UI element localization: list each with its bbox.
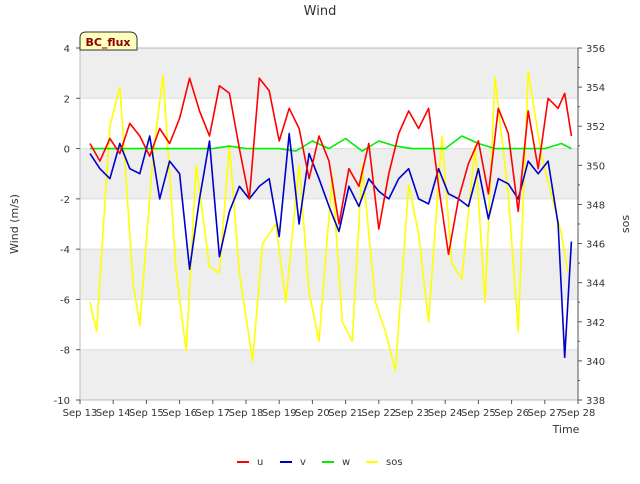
y2-tick-label: 356 [586, 44, 605, 55]
y-tick-label: -4 [60, 245, 70, 256]
background-band [80, 249, 578, 300]
y2-tick-label: 344 [586, 279, 605, 290]
y2-tick-label: 338 [586, 396, 605, 407]
x-tick-label: Sep 17 [195, 408, 230, 419]
x-tick-label: Sep 21 [328, 408, 363, 419]
legend-label-v: v [300, 457, 306, 468]
series-line-sos [89, 70, 569, 372]
y2-tick-label: 350 [586, 161, 605, 172]
badge-label: BC_flux [85, 36, 130, 49]
y2-tick-label: 354 [586, 83, 605, 94]
y2-tick-label: 346 [586, 240, 605, 251]
y-tick-label: -8 [60, 346, 70, 357]
badge-shape [79, 31, 138, 51]
legend-label-w: w [342, 457, 350, 468]
x-tick-label: Sep 23 [395, 408, 430, 419]
x-tick-label: Sep 18 [229, 408, 264, 419]
plot-background-bands [80, 48, 578, 400]
x-axis-label: Time [552, 423, 580, 436]
series-lines [89, 70, 573, 372]
y2-tick-label: 348 [586, 200, 605, 211]
x-tick-label: Sep 19 [262, 408, 297, 419]
y-tick-label: 4 [64, 44, 70, 55]
legend-label-u: u [257, 457, 263, 468]
x-tick-label: Sep 24 [428, 408, 463, 419]
y2-tick-label: 352 [586, 122, 605, 133]
series-line-v [89, 132, 573, 359]
y-tick-label: -10 [54, 396, 70, 407]
x-tick-label: Sep 28 [561, 408, 596, 419]
y-axis-left: -10 -8 -6 -4 -2 0 2 4 [54, 44, 80, 407]
x-tick-label: Sep 25 [461, 408, 496, 419]
series-line-w [90, 135, 572, 152]
y-axis-right: 338 340 342 344 346 348 350 352 354 356 [577, 44, 605, 407]
background-band [80, 349, 578, 400]
background-band [80, 48, 578, 99]
x-tick-label: Sep 16 [162, 408, 197, 419]
y2-tick-label: 342 [586, 318, 605, 329]
x-tick-label: Sep 22 [361, 408, 396, 419]
x-tick-label: Sep 26 [494, 408, 529, 419]
x-tick-label: Sep 20 [295, 408, 330, 419]
y-tick-label: -2 [60, 195, 70, 206]
x-tick-label: Sep 13 [63, 408, 98, 419]
legend-label-sos: sos [386, 457, 403, 468]
y2-tick-label: 340 [586, 357, 605, 368]
y-tick-label: 2 [64, 94, 70, 105]
y2-axis-label: sos [619, 215, 632, 233]
series-line-u [89, 77, 573, 255]
y-tick-label: 0 [64, 145, 70, 156]
y-axis-label: Wind (m/s) [8, 194, 21, 254]
x-tick-label: Sep 14 [96, 408, 131, 419]
station-badge: BC_flux [79, 31, 138, 51]
legend: u v w sos [237, 457, 403, 468]
x-tick-label: Sep 15 [129, 408, 164, 419]
x-tick-label: Sep 27 [527, 408, 562, 419]
chart-title: Wind [304, 4, 337, 19]
y-tick-label: -6 [60, 295, 70, 306]
